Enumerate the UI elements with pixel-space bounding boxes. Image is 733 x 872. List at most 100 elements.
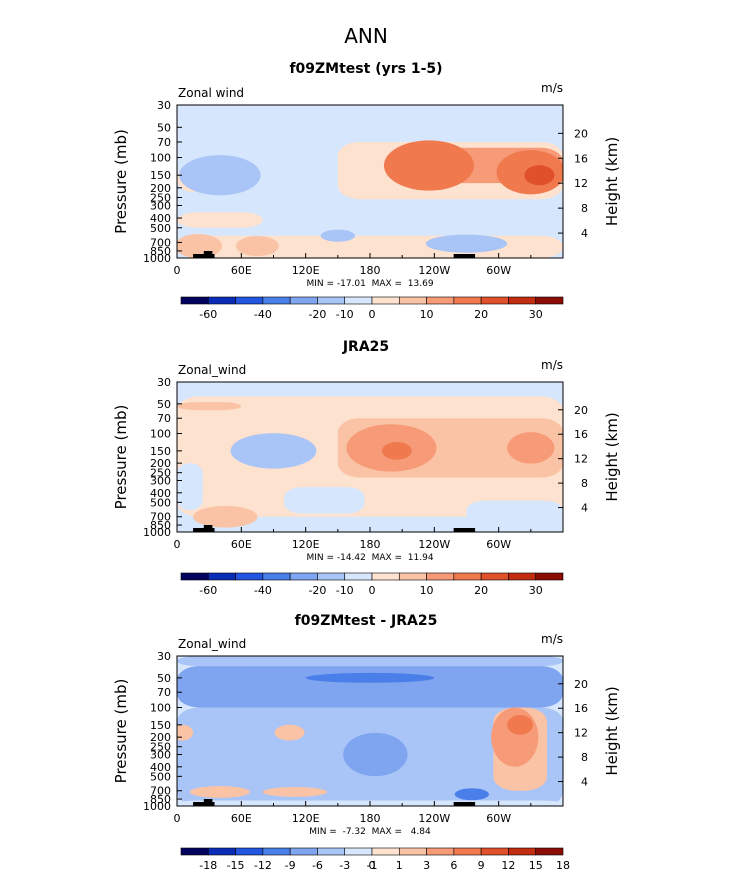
x-tick-label: 120W [418,812,450,825]
colorbar-swatch [480,847,509,856]
topography-mask [203,525,213,532]
height-axis-label: Height (km) [603,412,621,501]
contour-band [177,656,563,667]
colorbar-label: -20 [308,308,326,321]
y-tick-label: 850 [150,793,171,806]
topography-mask [453,802,476,806]
x-tick-label: 180 [360,264,381,277]
colorbar-swatch [262,572,291,581]
colorbar-swatch [289,847,318,856]
colorbar-label: -9 [285,859,296,872]
y-tick-label: 70 [157,686,171,699]
colorbar-label: 12 [501,859,515,872]
y-tick-label: 50 [157,672,171,685]
contour-core [320,229,355,242]
x-tick-label: 0 [174,264,181,277]
contour-core [193,505,258,528]
y-tick-label: 300 [150,474,171,487]
y-tick-label: 700 [150,785,171,798]
x-tick-label: 120E [292,264,320,277]
min-max-stats: MIN = -14.42 MAX = 11.94 [306,553,433,563]
x-tick-label: 60W [486,812,511,825]
contour-core [179,155,261,196]
y-axis-label: Pressure (mb) [112,129,130,234]
y-tick-label: 150 [150,445,171,458]
y-tick-label: 200 [150,731,171,744]
contour-core [381,441,412,460]
height-tick-label: 8 [581,202,588,215]
colorbar-swatch [289,572,318,581]
colorbar-swatch [426,572,455,581]
colorbar-swatch [371,296,400,305]
height-tick-label: 20 [574,127,588,140]
colorbar-swatch [508,296,537,305]
colorbar-label: -60 [199,308,217,321]
y-tick-label: 500 [150,496,171,509]
colorbar-swatch [453,572,482,581]
colorbar-swatch [508,572,537,581]
panel-title: f09ZMtest - JRA25 [295,613,438,629]
colorbar-swatch [426,296,455,305]
colorbar-swatch [317,847,346,856]
y-tick-label: 50 [157,121,171,134]
figure-title: ANN [344,24,388,48]
colorbar-swatch [453,296,482,305]
colorbar-swatch [535,572,564,581]
colorbar-swatch [426,847,455,856]
y-tick-label: 300 [150,199,171,212]
contour-core [507,432,555,464]
contour-core [524,165,555,186]
colorbar-swatch [371,847,400,856]
colorbar-swatch [480,296,509,305]
colorbar-swatch [344,847,373,856]
x-tick-label: 120E [292,538,320,551]
variable-label: Zonal_wind [178,363,246,377]
contour-core [383,140,475,191]
colorbar-label: 30 [529,308,543,321]
colorbar-label: 20 [474,308,488,321]
x-tick-label: 180 [360,812,381,825]
height-tick-label: 4 [581,227,588,240]
variable-label: Zonal wind [178,86,244,100]
colorbar-swatch [508,847,537,856]
colorbar: -60 -40 -20 -10 0 10 20 30 [180,296,564,321]
panel-1: f09ZMtest (yrs 1-5) Zonal wind m/s 30 50 70 10… [112,61,621,321]
y-tick-label: 300 [150,748,171,761]
y-tick-label: 100 [150,702,171,715]
contour-patch [284,487,365,514]
colorbar-label: 1 [396,859,403,872]
height-tick-label: 16 [574,702,588,715]
height-tick-label: 4 [581,502,588,515]
y-tick-label: 850 [150,519,171,532]
colorbar-swatch [398,847,427,856]
y-tick-label: 70 [157,412,171,425]
contour-core [262,787,328,797]
colorbar-label: -1 [367,859,378,872]
y-axis-label: Pressure (mb) [112,405,130,510]
colorbar-swatch [235,847,264,856]
units-label: m/s [541,632,563,646]
colorbar-label: -6 [312,859,323,872]
colorbar-label: 0 [369,308,376,321]
colorbar-label: 18 [556,859,570,872]
y-tick-label: 850 [150,245,171,258]
contour-core [274,724,305,741]
y-tick-label: 200 [150,182,171,195]
colorbar-swatch [262,847,291,856]
topography-mask [453,528,476,532]
height-axis-label: Height (km) [603,137,621,226]
height-tick-label: 20 [574,678,588,691]
colorbar-swatch [180,296,209,305]
contour-core [189,786,250,798]
colorbar-swatch [262,296,291,305]
units-label: m/s [541,358,563,372]
colorbar-swatch [180,847,209,856]
y-tick-label: 1000 [143,526,171,539]
contour-core [507,714,533,735]
x-tick-label: 120E [292,812,320,825]
y-tick-label: 700 [150,511,171,524]
y-tick-label: 700 [150,236,171,249]
min-max-stats: MIN = -7.32 MAX = 4.84 [309,827,431,837]
